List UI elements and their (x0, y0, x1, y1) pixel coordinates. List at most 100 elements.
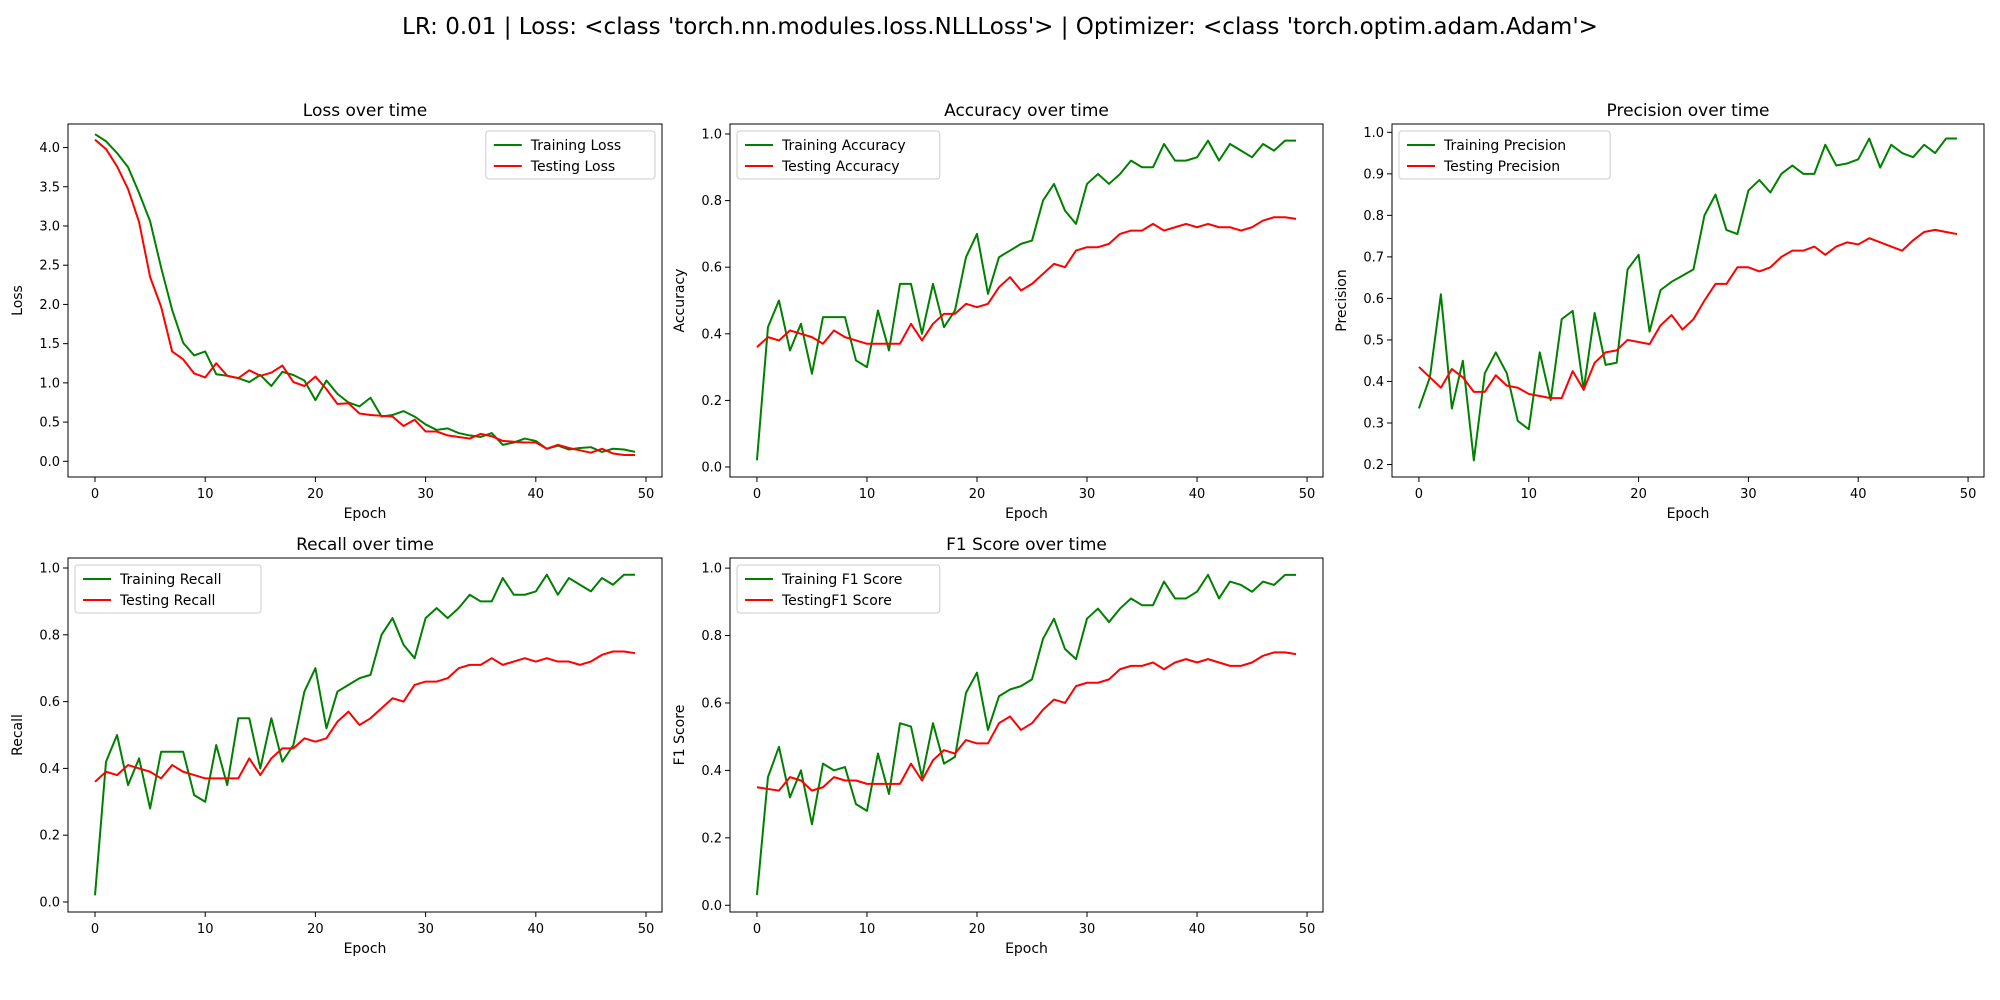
series-line-testing (94, 650, 636, 783)
y-tick-label: 4.0 (39, 141, 60, 156)
chart-title: Accuracy over time (944, 101, 1109, 121)
y-tick-label: 0.0 (701, 899, 722, 914)
x-axis-label: Epoch (344, 941, 387, 957)
y-tick-label: 0.6 (701, 696, 722, 711)
x-tick-label: 30 (417, 487, 434, 502)
y-tick-label: 3.5 (39, 180, 60, 195)
y-axis-label: F1 Score (672, 705, 688, 766)
x-tick-label: 10 (859, 922, 876, 937)
x-tick-label: 0 (753, 922, 761, 937)
y-tick-label: 0.6 (701, 261, 722, 276)
series-line-testing (756, 651, 1297, 792)
chart-panel-5: 0 10 20 30 40 50 0.0 0.2 0.4 0.6 0.8 1.0 F1 Score ov… (672, 535, 1324, 957)
y-tick-label: 0.4 (1363, 375, 1384, 390)
x-tick-label: 40 (1850, 487, 1867, 502)
chart-title: Recall over time (296, 535, 434, 555)
legend-box (1398, 130, 1611, 180)
y-tick-label: 0.4 (701, 764, 722, 779)
axes-frame (729, 123, 1324, 478)
x-tick-label: 50 (1299, 922, 1316, 937)
y-tick-label: 0.5 (1363, 333, 1384, 348)
legend-entry: Training Loss (530, 138, 621, 154)
y-tick-label: 1.0 (39, 562, 60, 577)
y-tick-label: 0.9 (1363, 167, 1384, 182)
legend-entry: Testing Accuracy (781, 159, 900, 175)
legend: Training Precision Testing Precision (1398, 130, 1611, 180)
y-tick-label: 0.8 (39, 628, 60, 643)
x-tick-label: 30 (417, 922, 434, 937)
y-tick-label: 1.5 (39, 337, 60, 352)
y-tick-label: 0.7 (1363, 250, 1384, 265)
x-tick-label: 10 (859, 487, 876, 502)
x-tick-label: 0 (91, 487, 99, 502)
x-tick-label: 50 (1299, 487, 1316, 502)
legend: Training Loss Testing Loss (485, 130, 656, 180)
legend-box (485, 130, 656, 180)
x-axis-label: Epoch (1667, 506, 1710, 522)
y-tick-label: 0.2 (701, 394, 722, 409)
y-tick-label: 0.6 (39, 695, 60, 710)
y-tick-label: 2.0 (39, 298, 60, 313)
legend-entry: TestingF1 Score (781, 593, 892, 609)
y-tick-label: 2.5 (39, 259, 60, 274)
y-axis-label: Precision (1334, 269, 1350, 331)
y-axis-label: Loss (10, 285, 26, 316)
series-line-training (1417, 137, 1958, 462)
x-tick-label: 30 (1079, 922, 1096, 937)
legend-entry: Testing Loss (530, 159, 615, 175)
x-tick-label: 40 (528, 487, 545, 502)
y-tick-label: 0.4 (701, 327, 722, 342)
y-tick-label: 3.0 (39, 219, 60, 234)
x-tick-label: 0 (753, 487, 761, 502)
legend-box (74, 564, 262, 614)
y-tick-label: 0.8 (701, 629, 722, 644)
legend: Training Recall Testing Recall (74, 564, 262, 614)
legend-box (736, 130, 941, 180)
series-line-training (755, 573, 1297, 896)
x-tick-label: 50 (638, 922, 655, 937)
chart-title: Precision over time (1607, 101, 1770, 121)
y-tick-label: 0.3 (1363, 417, 1384, 432)
legend-entry: Training Recall (119, 572, 221, 588)
y-tick-label: 1.0 (39, 376, 60, 391)
legend: Training F1 Score TestingF1 Score (736, 564, 941, 614)
x-tick-label: 40 (528, 922, 545, 937)
axes-frame (67, 123, 663, 478)
x-axis-label: Epoch (1005, 941, 1048, 957)
chart-panel-2: 0 10 20 30 40 50 0.0 0.2 0.4 0.6 0.8 1.0 Accuracy ov… (672, 101, 1324, 522)
y-tick-label: 0.8 (1363, 209, 1384, 224)
series-line-testing (756, 216, 1297, 348)
x-tick-label: 20 (969, 487, 986, 502)
series-line-training (755, 139, 1297, 461)
x-tick-label: 20 (1630, 487, 1647, 502)
y-tick-label: 0.2 (1363, 458, 1384, 473)
x-tick-label: 0 (91, 922, 99, 937)
series-line-testing (1418, 228, 1958, 400)
y-tick-label: 1.0 (701, 562, 722, 577)
x-tick-label: 40 (1189, 922, 1206, 937)
y-tick-label: 1.0 (1363, 126, 1384, 141)
y-tick-label: 0.2 (701, 831, 722, 846)
y-tick-label: 0.6 (1363, 292, 1384, 307)
y-tick-label: 0.0 (39, 895, 60, 910)
legend-entry: Testing Recall (119, 593, 215, 609)
x-tick-label: 20 (307, 487, 324, 502)
series-line-training (94, 573, 635, 896)
y-tick-label: 1.0 (701, 127, 722, 142)
chart-title: F1 Score over time (946, 535, 1107, 555)
chart-panel-3: 0 10 20 30 40 50 0.2 0.3 0.4 0.5 0.6 0.7 0.8 0.9 1.0 Pr… (1334, 101, 1985, 522)
series-line-testing (94, 138, 635, 457)
figure-title: LR: 0.01 | Loss: <class 'torch.nn.module… (402, 14, 1598, 40)
x-axis-label: Epoch (1005, 506, 1048, 522)
y-axis-label: Accuracy (672, 269, 688, 333)
y-tick-label: 0.0 (39, 455, 60, 470)
x-tick-label: 10 (197, 922, 214, 937)
axes-frame (1391, 123, 1985, 478)
legend: Training Accuracy Testing Accuracy (736, 130, 941, 180)
x-tick-label: 30 (1079, 487, 1096, 502)
legend-entry: Training F1 Score (781, 572, 902, 588)
y-tick-label: 0.8 (701, 194, 722, 209)
x-tick-label: 40 (1189, 487, 1206, 502)
axes-frame (729, 557, 1324, 913)
